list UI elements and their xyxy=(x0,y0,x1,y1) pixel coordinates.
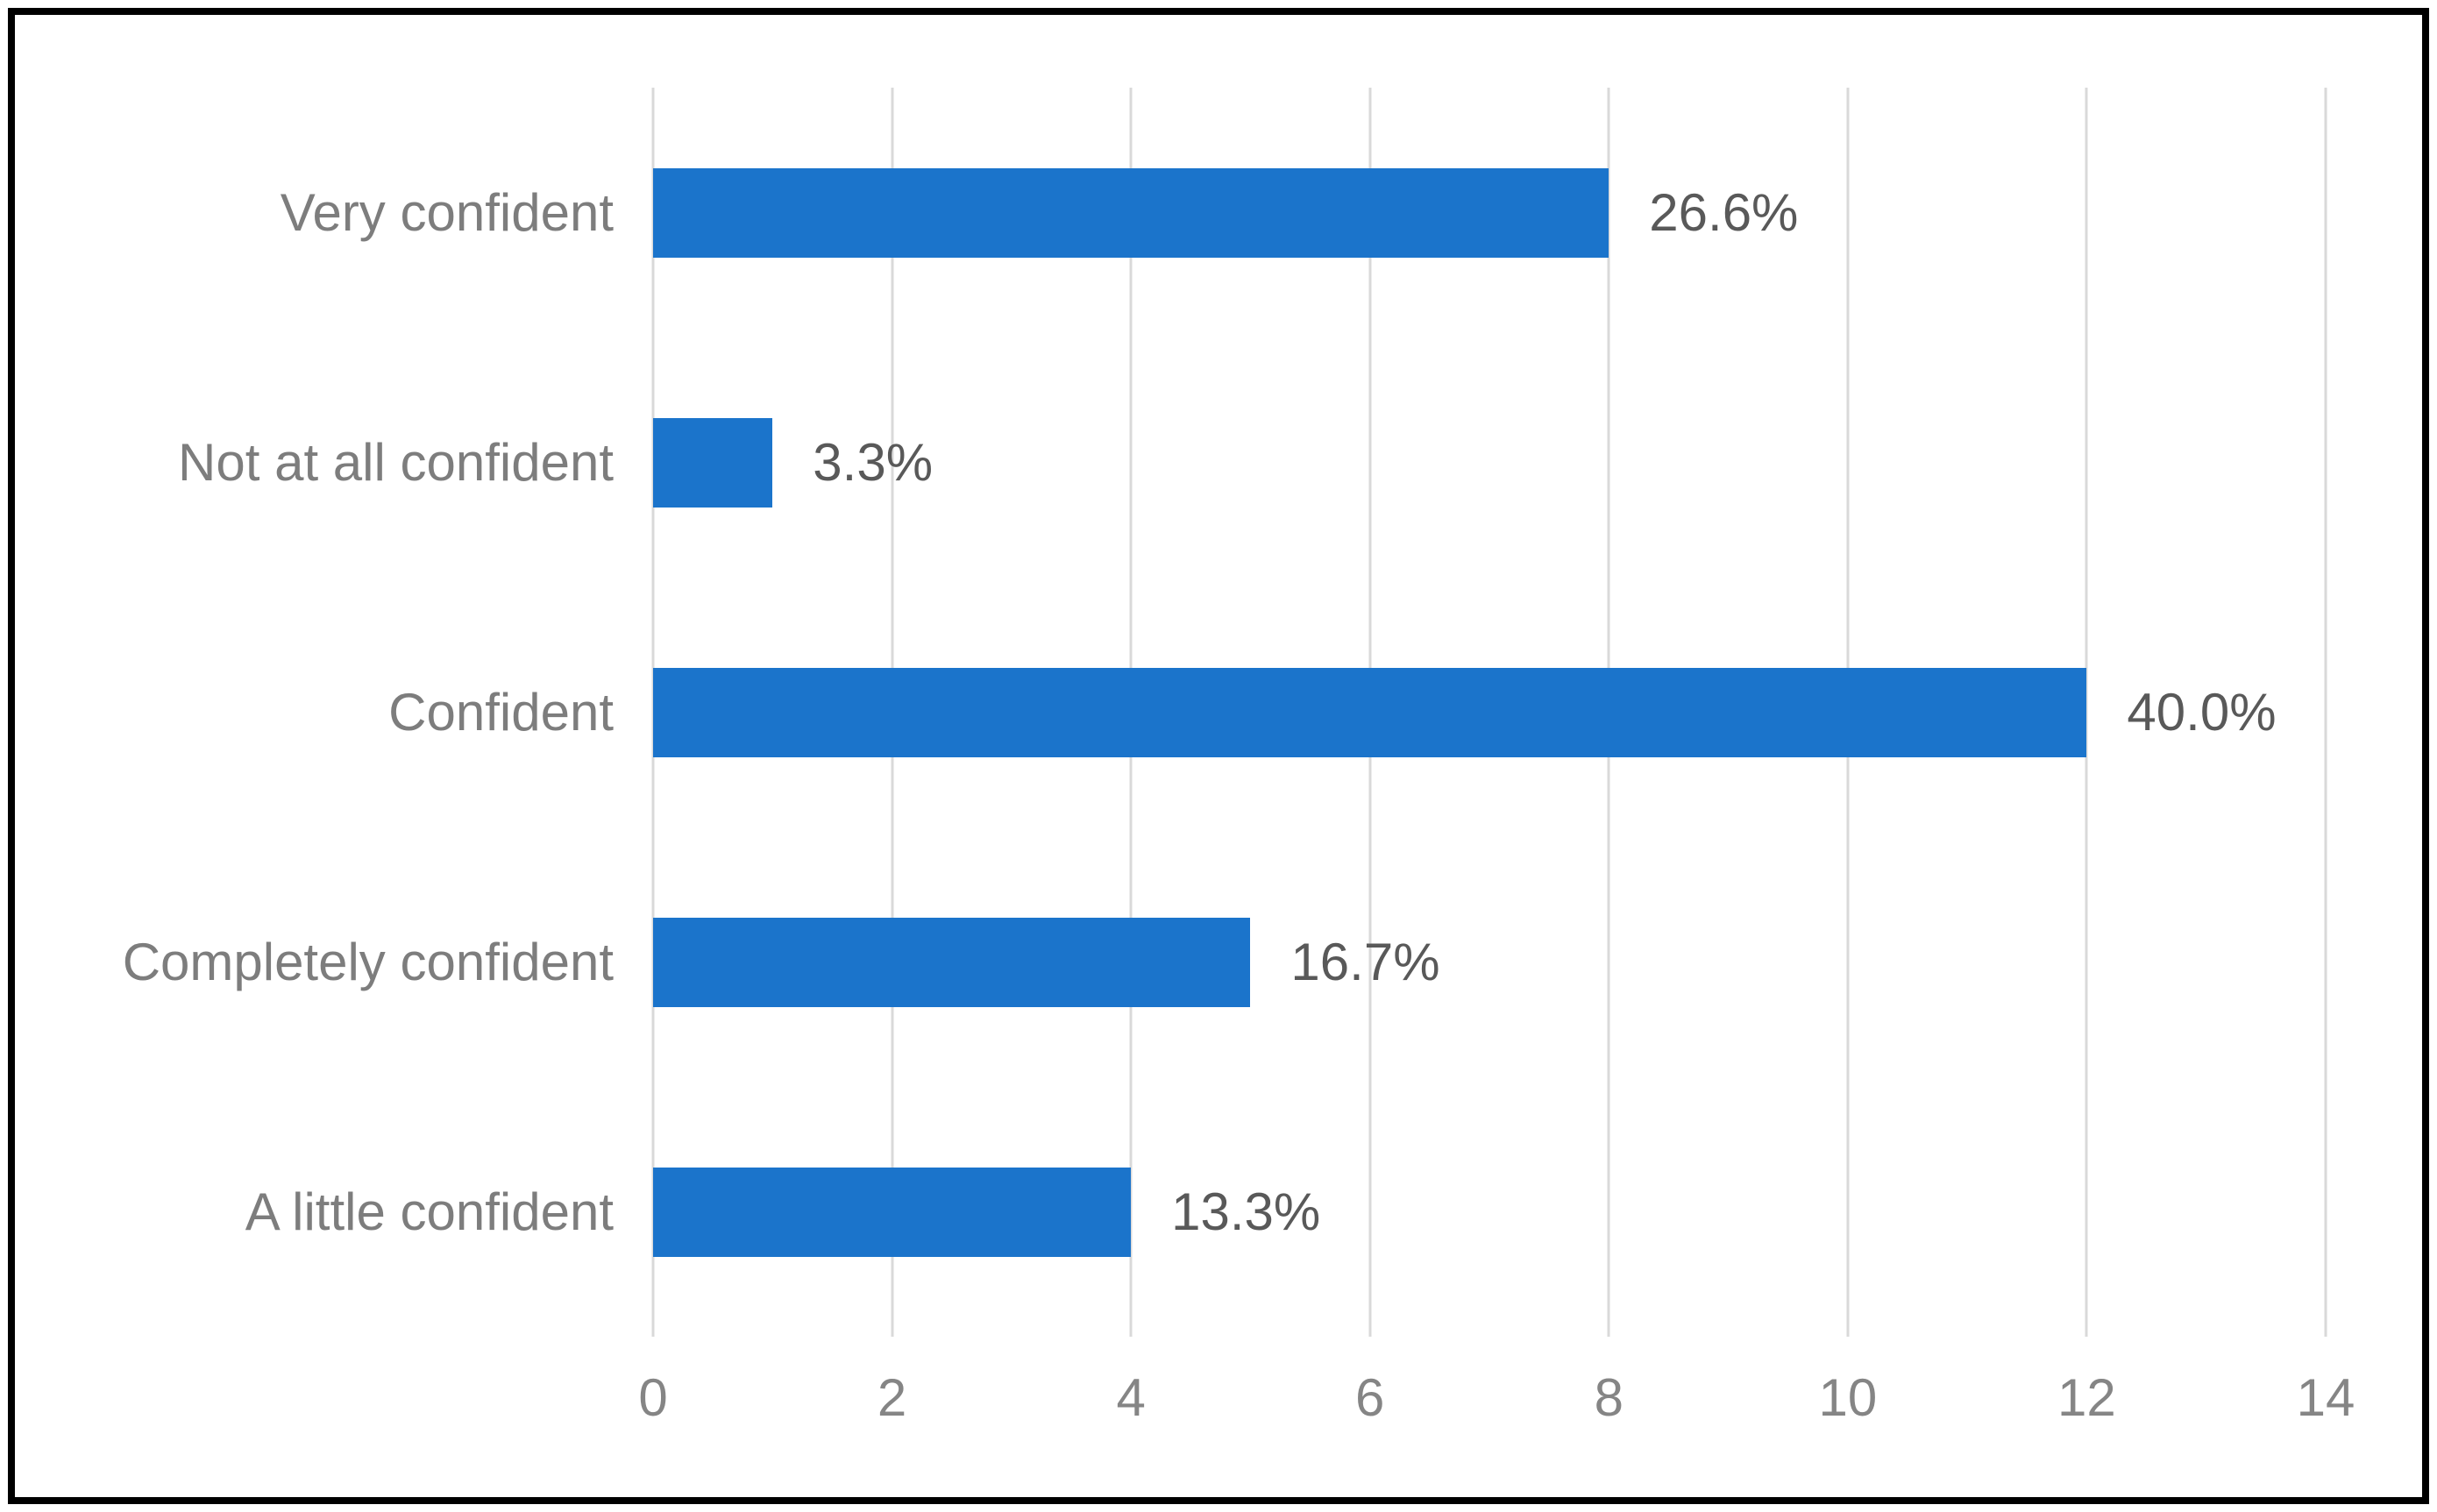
data-label: 3.3% xyxy=(813,433,934,492)
x-axis-tick-label: 8 xyxy=(1594,1368,1623,1427)
bar-row: 16.7% xyxy=(653,837,2326,1087)
x-axis-tick-label: 4 xyxy=(1116,1368,1146,1427)
gridline xyxy=(2085,88,2088,1337)
category-label: A little confident xyxy=(245,1182,614,1241)
x-axis-tick-label: 6 xyxy=(1355,1368,1385,1427)
bar-not-at-all-confident xyxy=(653,417,773,508)
plot-area: 26.6% 3.3% 40.0% 16.7% 13.3% xyxy=(651,88,2327,1337)
category-axis: Very confident Not at all confident Confid… xyxy=(0,88,614,1337)
bar-very-confident xyxy=(653,167,1609,258)
x-axis-tick-label: 2 xyxy=(877,1368,907,1427)
category-label: Completely confident xyxy=(122,933,614,991)
bar-row: 40.0% xyxy=(653,587,2326,837)
x-axis-tick-label: 14 xyxy=(2296,1368,2355,1427)
bar-completely-confident xyxy=(653,917,1251,1007)
chart-outer-border xyxy=(8,8,2429,1504)
data-label: 13.3% xyxy=(1171,1182,1321,1241)
data-label: 40.0% xyxy=(2127,683,2277,742)
data-label: 26.6% xyxy=(1649,183,1799,242)
x-axis-tick-label: 0 xyxy=(638,1368,668,1427)
category-label: Not at all confident xyxy=(178,433,614,492)
bar-row: 26.6% xyxy=(653,88,2326,337)
bar-row: 3.3% xyxy=(653,337,2326,587)
gridline xyxy=(2324,88,2327,1337)
x-axis-tick-label: 12 xyxy=(2057,1368,2116,1427)
bar-a-little-confident xyxy=(653,1167,1132,1257)
bar-row: 13.3% xyxy=(653,1087,2326,1337)
x-axis-tick-label: 10 xyxy=(1818,1368,1878,1427)
category-label: Very confident xyxy=(280,183,614,242)
data-label: 16.7% xyxy=(1290,933,1440,991)
category-label: Confident xyxy=(388,683,614,742)
x-axis: 0 2 4 6 8 10 12 14 xyxy=(638,1367,2355,1464)
bar-confident xyxy=(653,667,2087,757)
